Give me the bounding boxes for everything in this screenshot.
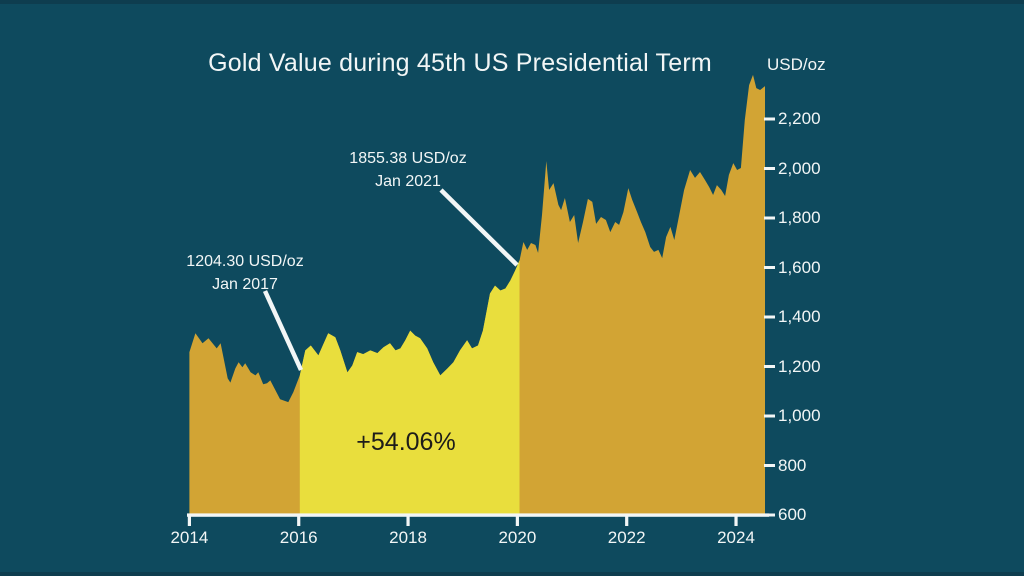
y-tick-2000 xyxy=(764,167,775,170)
y-tick-label-1200: 1,200 xyxy=(778,356,821,376)
annotation-jan-2017-date: Jan 2017 xyxy=(212,276,278,293)
x-tick-2014 xyxy=(187,516,191,526)
percent-change-label: +54.06% xyxy=(356,428,456,456)
y-tick-1600 xyxy=(764,266,775,269)
annotation-jan-2021-value: 1855.38 USD/oz xyxy=(349,150,467,167)
y-tick-label-800: 800 xyxy=(778,455,807,475)
annotation-leader-lines xyxy=(262,188,519,371)
leader-line-jan-2017 xyxy=(262,290,304,371)
x-tick-2018 xyxy=(406,516,410,526)
x-tick-label-2016: 2016 xyxy=(279,528,318,547)
y-tick-label-1400: 1,400 xyxy=(778,307,821,326)
y-tick-600 xyxy=(764,513,775,517)
y-axis-unit-label: USD/oz xyxy=(767,55,826,74)
annotation-jan-2017-value: 1204.30 USD/oz xyxy=(186,253,304,270)
presidential-term-highlight-area xyxy=(299,260,520,515)
leader-line-jan-2021 xyxy=(439,188,519,267)
y-tick-2200 xyxy=(764,117,775,121)
annotation-jan-2017: 1204.30 USD/oz Jan 2017 xyxy=(186,250,303,296)
x-tick-2016 xyxy=(297,516,301,526)
x-tick-label-2020: 2020 xyxy=(498,528,537,547)
annotation-jan-2021: 1855.38 USD/oz Jan 2021 xyxy=(349,147,466,193)
x-axis-baseline xyxy=(187,513,769,517)
x-tick-label-2014: 2014 xyxy=(170,528,209,547)
y-tick-label-600: 600 xyxy=(778,505,807,524)
x-tick-2022 xyxy=(625,516,629,526)
y-tick-1000 xyxy=(764,414,775,418)
y-tick-label-2000: 2,000 xyxy=(778,158,821,178)
x-tick-2024 xyxy=(734,516,738,526)
top-edge-strip xyxy=(0,0,1024,4)
y-tick-label-1000: 1,000 xyxy=(778,406,821,425)
y-tick-1400 xyxy=(764,315,775,319)
axes xyxy=(187,117,775,526)
x-tick-2020 xyxy=(515,516,519,526)
y-tick-1200 xyxy=(764,365,775,368)
y-tick-label-1800: 1,800 xyxy=(778,208,821,227)
chart-title: Gold Value during 45th US Presidential T… xyxy=(208,49,712,77)
x-tick-label-2024: 2024 xyxy=(717,528,755,547)
y-tick-800 xyxy=(764,464,775,467)
y-tick-label-2200: 2,200 xyxy=(778,109,821,128)
annotation-jan-2021-date: Jan 2021 xyxy=(375,173,441,190)
bottom-edge-strip xyxy=(0,572,1024,576)
y-tick-1800 xyxy=(764,216,775,220)
x-tick-label-2022: 2022 xyxy=(607,528,646,547)
y-tick-label-1600: 1,600 xyxy=(778,257,821,277)
x-tick-label-2018: 2018 xyxy=(389,528,427,547)
